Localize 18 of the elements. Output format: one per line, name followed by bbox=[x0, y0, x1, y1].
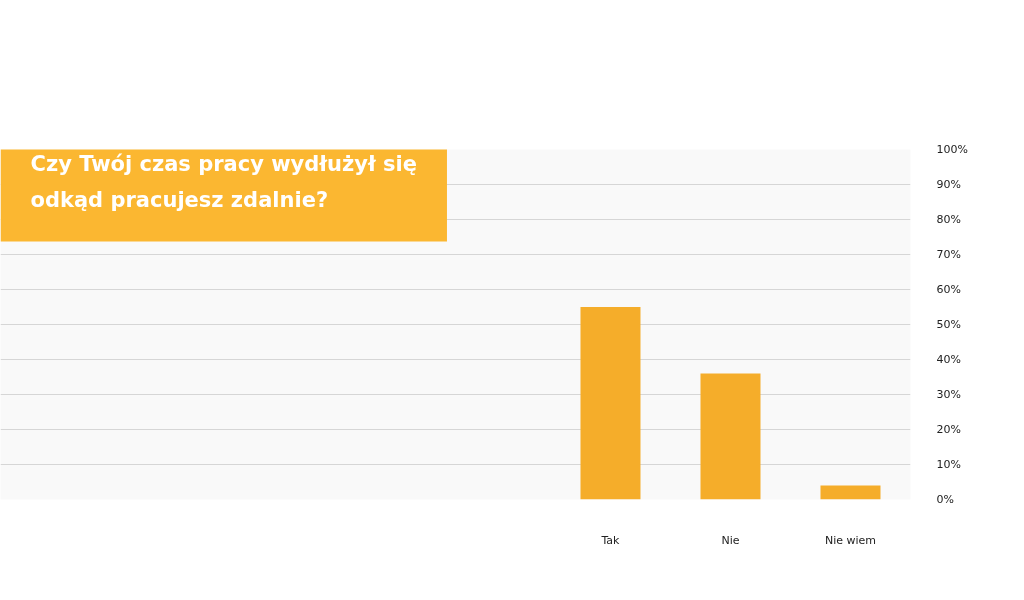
y-tick-label: 70% bbox=[936, 248, 961, 261]
y-tick-label: 20% bbox=[936, 423, 961, 436]
y-tick-label: 10% bbox=[936, 458, 961, 471]
y-tick-label: 100% bbox=[936, 143, 968, 156]
y-tick-label: 60% bbox=[936, 283, 961, 296]
bar bbox=[820, 485, 881, 500]
y-tick-label: 30% bbox=[936, 388, 961, 401]
y-tick-label: 90% bbox=[936, 178, 961, 191]
bar bbox=[580, 307, 641, 500]
x-tick-label: Tak bbox=[600, 533, 621, 547]
y-tick-label: 0% bbox=[936, 493, 954, 506]
y-tick-label: 80% bbox=[936, 213, 961, 226]
x-tick-label: Nie bbox=[721, 533, 740, 547]
text: Czy Twój czas pracy wydłużył się odkąd pracujesz zdalnie? bbox=[30, 151, 417, 212]
x-tick-label: Nie wiem bbox=[824, 533, 877, 547]
y-tick-label: 50% bbox=[936, 318, 961, 331]
bar bbox=[700, 373, 761, 500]
y-tick-label: 40% bbox=[936, 353, 961, 366]
